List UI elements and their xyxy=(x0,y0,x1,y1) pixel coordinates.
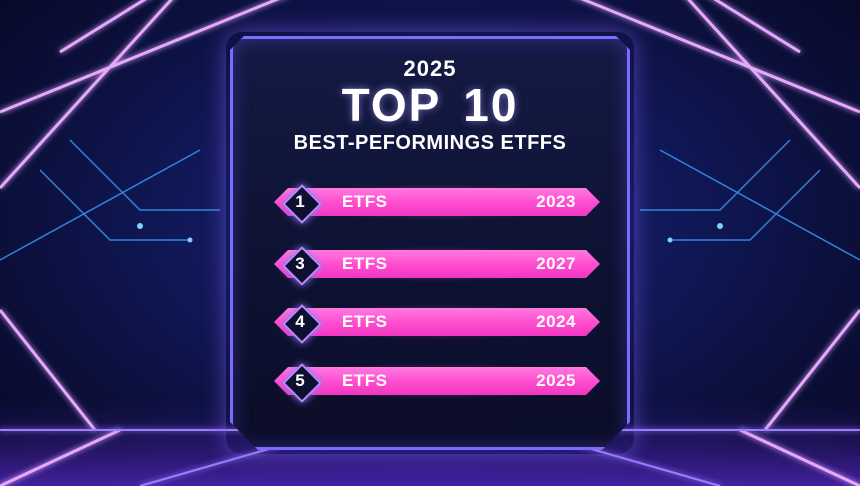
row-bar xyxy=(274,308,600,336)
row-bar xyxy=(274,188,600,216)
rank-badge: 1 xyxy=(282,184,322,224)
row-label: ETFS xyxy=(342,254,388,273)
row-label: ETFS xyxy=(342,371,388,390)
page-title: TOP 10 xyxy=(341,79,519,131)
row-bar xyxy=(274,250,600,278)
year-heading: 2025 xyxy=(403,56,457,81)
rank-number: 3 xyxy=(295,254,305,273)
row-year: 2023 xyxy=(536,192,576,211)
ranking-row: 3 ETFS 2027 xyxy=(264,246,604,286)
ranking-row: 5 ETFS 2025 xyxy=(264,363,604,403)
subtitle: BEST-PEFORMINGS ETFFS xyxy=(293,132,567,154)
row-year: 2027 xyxy=(536,254,576,273)
rank-badge: 4 xyxy=(282,304,322,344)
ranking-row: 4 ETFS 2024 xyxy=(264,304,604,344)
rank-badge: 5 xyxy=(282,363,322,403)
rank-number: 5 xyxy=(295,371,305,390)
rank-number: 1 xyxy=(295,192,305,211)
rank-badge: 3 xyxy=(282,246,322,286)
row-bar xyxy=(274,367,600,395)
row-year: 2024 xyxy=(536,312,576,331)
row-year: 2025 xyxy=(536,371,576,390)
row-label: ETFS xyxy=(342,192,388,211)
ranking-row: 1 ETFS 2023 xyxy=(264,184,604,224)
row-label: ETFS xyxy=(342,312,388,331)
rank-number: 4 xyxy=(295,312,305,331)
